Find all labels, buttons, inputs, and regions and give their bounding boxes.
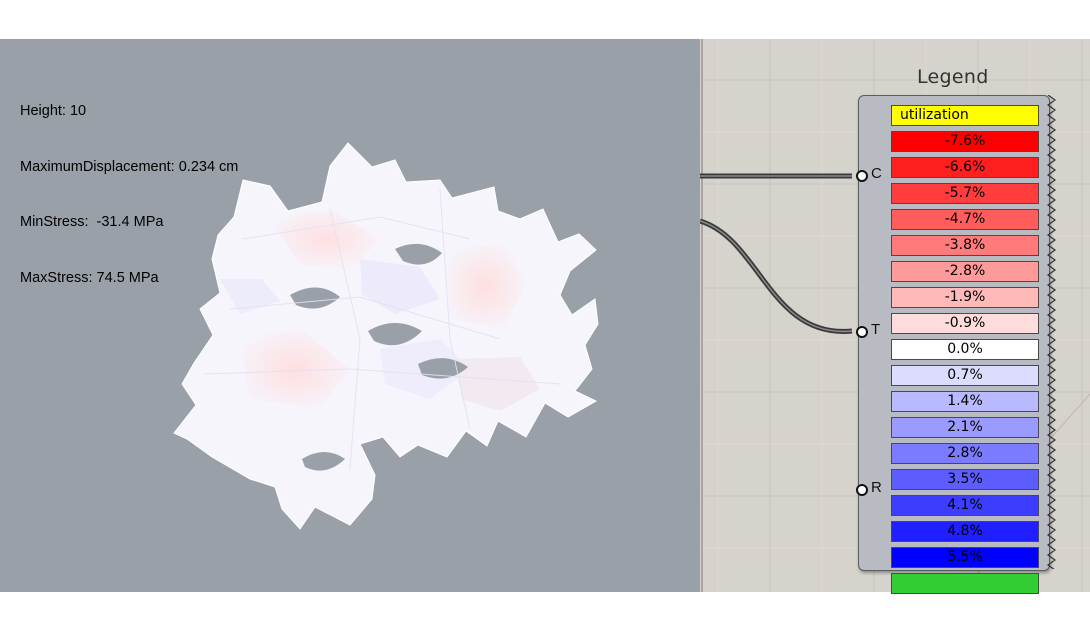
legend-swatches: utilization -7.6% -6.6% -5.7% -4.7% -3.8% -2.… <box>891 105 1039 599</box>
info-max-stress: MaxStress: 74.5 MPa <box>20 269 159 286</box>
port-r-label: R <box>871 479 882 496</box>
legend-entry: 1.4% <box>891 391 1039 412</box>
legend-entry: 2.8% <box>891 443 1039 464</box>
legend-component[interactable]: C T R utilization -7.6% -6.6% -5.7% -4.7% -3… <box>856 95 1057 594</box>
legend-entry: 3.5% <box>891 469 1039 490</box>
legend-entry: -2.8% <box>891 261 1039 282</box>
analysis-info: Height: 10 MaximumDisplacement: 0.234 cm… <box>20 65 238 324</box>
info-height: Height: 10 <box>20 103 87 119</box>
port-c-label: C <box>871 165 882 182</box>
port-c-grip[interactable] <box>856 170 868 182</box>
legend-header-swatch: utilization <box>891 105 1039 126</box>
legend-entry: -7.6% <box>891 131 1039 152</box>
port-t-label: T <box>871 321 881 338</box>
structure-model <box>173 142 599 530</box>
legend-entries: -7.6% -6.6% -5.7% -4.7% -3.8% -2.8% -1.9% -0.9%… <box>891 131 1039 568</box>
legend-entry: -5.7% <box>891 183 1039 204</box>
legend-entry: 2.1% <box>891 417 1039 438</box>
wire-to-t <box>700 218 853 334</box>
port-t-grip[interactable] <box>856 326 868 338</box>
legend-entry: -0.9% <box>891 313 1039 334</box>
legend-entry: 0.0% <box>891 339 1039 360</box>
legend-entry: 4.1% <box>891 495 1039 516</box>
viewport-3d[interactable]: Height: 10 MaximumDisplacement: 0.234 cm… <box>0 39 700 592</box>
legend-entry: -4.7% <box>891 209 1039 230</box>
info-max-displacement: MaximumDisplacement: 0.234 cm <box>20 158 239 175</box>
port-r-grip[interactable] <box>856 484 868 496</box>
legend-entry: 5.5% <box>891 547 1039 568</box>
legend-entry: 0.7% <box>891 365 1039 386</box>
zigzag-edge <box>1046 95 1057 569</box>
legend-entry: -1.9% <box>891 287 1039 308</box>
info-min-stress: MinStress: -31.4 MPa <box>20 214 164 230</box>
legend-entry: 4.8% <box>891 521 1039 542</box>
legend-title: Legend <box>917 66 989 88</box>
legend-footer-swatch <box>891 573 1039 594</box>
legend-entry: -6.6% <box>891 157 1039 178</box>
legend-entry: -3.8% <box>891 235 1039 256</box>
